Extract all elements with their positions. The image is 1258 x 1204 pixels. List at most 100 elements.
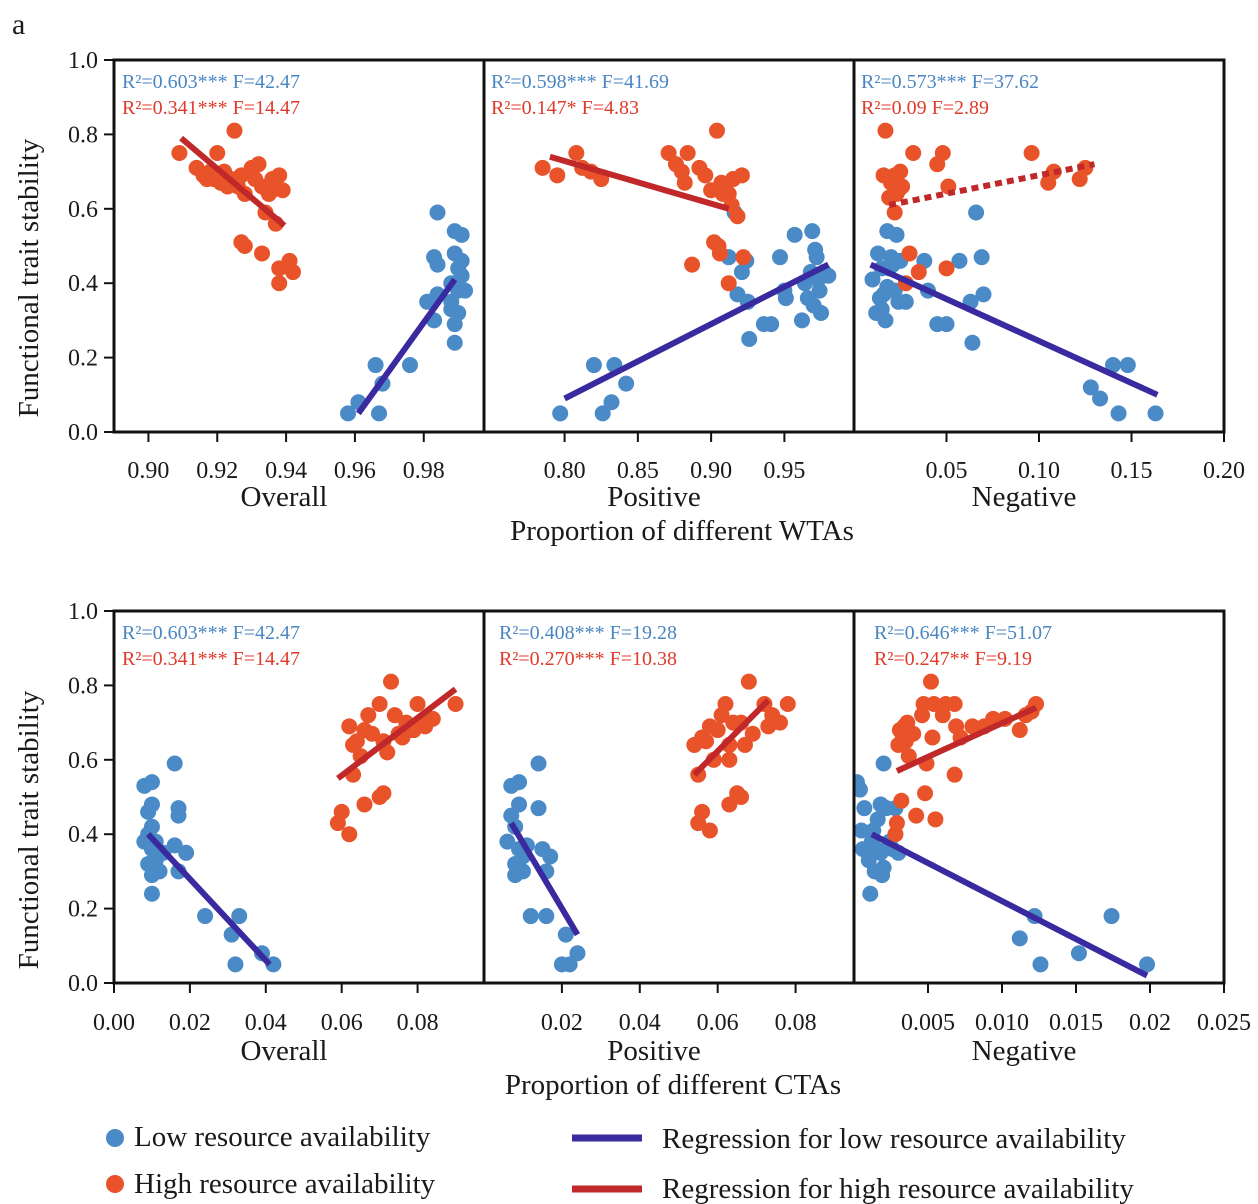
high-resource-point [905,145,922,161]
high-resource-point [908,807,925,824]
panel-marks [864,122,1164,422]
y-tick-label: 0.8 [68,122,98,148]
high-resource-point [694,803,711,820]
x-tick-label: 0.20 [1203,458,1245,484]
high-regression-stats: R²=0.09 F=2.89 [861,97,989,119]
low-resource-point [856,800,873,817]
low-regression-line [355,277,458,416]
panel-name-label: Positive [607,1035,700,1067]
panel-marks [171,122,474,422]
high-resource-point [360,707,377,724]
high-resource-point [341,718,358,735]
low-regression-stats: R²=0.573*** F=37.62 [861,71,1039,93]
low-resource-point [1092,390,1109,407]
low-resource-point [450,304,467,321]
low-resource-point [870,245,887,262]
low-resource-point [151,863,168,880]
panel-name-label: Negative [972,1035,1077,1067]
y-tick-label: 0.2 [68,897,98,923]
x-tick-label: 0.005 [901,1010,955,1036]
low-resource-point [542,848,559,865]
y-tick-label: 1.0 [68,599,98,625]
low-resource-point [1105,357,1121,374]
high-resource-point [386,707,403,724]
x-tick-label: 0.08 [397,1010,439,1036]
high-resource-point [922,673,939,690]
x-tick-label: 0.04 [245,1010,287,1036]
high-resource-point [721,796,738,813]
low-resource-point [875,755,892,772]
high-resource-point [733,167,750,184]
low-resource-point [1070,945,1087,962]
panel-overall: 0.00 0.02 0.04 0.06 0.08 R²=0.603*** F=42.47 R… [93,609,486,1067]
legend-low-point-marker [106,1129,124,1147]
low-resource-point [530,800,547,817]
high-resource-point [720,275,737,292]
low-resource-point [811,282,828,299]
cta-chart-row: Functional trait stability Proportion of… [13,599,1251,1101]
high-resource-point [698,733,714,750]
high-resource-point [684,256,701,273]
high-resource-point [549,167,566,184]
high-resource-point [264,171,281,188]
x-tick-label: 0.04 [619,1010,661,1036]
legend-high-points-label: High resource availability [134,1168,436,1200]
high-resource-point [274,182,291,199]
low-resource-point [820,267,837,284]
low-resource-point [1032,956,1049,973]
high-resource-point [676,174,693,191]
legend-high-regression-label: Regression for high resource availabilit… [662,1173,1134,1204]
y-tick-label: 0.8 [68,673,98,699]
low-resource-point [777,290,794,307]
low-resource-point [869,811,886,828]
y-tick-label: 0.4 [68,271,98,297]
wta-chart-row: Functional trait stability Proportion of… [13,48,1245,547]
low-resource-point [804,223,821,240]
panel-marks [534,122,837,422]
legend-low-regression-label: Regression for low resource availability [662,1123,1126,1155]
low-resource-point [772,249,788,266]
high-resource-point [226,122,243,139]
panel-positive: 0.80 0.85 0.90 0.95 R²=0.598*** F=41.69 R²=0.… [482,58,856,513]
legend-low-points-label: Low resource availability [134,1121,431,1153]
high-resource-point [709,722,726,739]
panel-name-label: Negative [972,481,1077,513]
high-resource-point [341,826,358,843]
low-resource-point [166,837,183,854]
high-resource-point [534,159,551,176]
high-resource-point [729,208,746,225]
low-resource-point [862,885,879,902]
low-resource-point [854,822,870,839]
high-resource-point [409,696,426,712]
low-resource-point [864,271,881,288]
low-resource-point [514,863,531,880]
low-resource-point [973,249,990,266]
high-regression-stats: R²=0.270*** F=10.38 [499,648,677,670]
x-tick-label: 0.10 [1018,458,1060,484]
low-resource-point [875,859,892,876]
high-resource-point [733,789,750,805]
high-resource-point [371,696,388,712]
low-resource-point [1119,357,1136,374]
low-resource-point [569,945,586,962]
low-resource-point [1147,405,1164,422]
high-resource-point [721,751,738,768]
panel-marks [136,673,464,973]
low-resource-point [231,908,248,925]
high-resource-point [894,178,911,195]
low-resource-point [538,908,555,925]
high-resource-point [938,260,955,277]
high-regression-line [888,161,1096,209]
low-resource-point [1082,379,1099,396]
high-resource-point [924,729,941,746]
low-regression-line [145,832,272,967]
low-regression-stats: R²=0.603*** F=42.47 [122,622,300,644]
low-regression-stats: R²=0.603*** F=42.47 [122,71,300,93]
high-resource-point [254,245,270,262]
panel-negative: 0.005 0.010 0.015 0.02 0.025 R²=0.646*** F=51… [852,609,1251,1067]
low-resource-point [367,357,384,374]
high-resource-point [284,264,301,281]
low-regression-line [508,821,581,937]
low-regression-stats: R²=0.408*** F=19.28 [499,622,677,644]
